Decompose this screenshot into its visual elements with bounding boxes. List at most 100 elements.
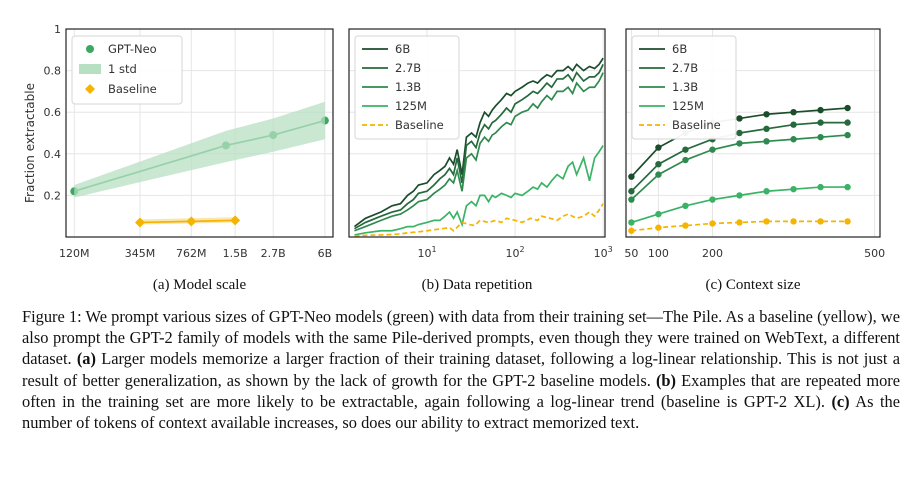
caption-text: Examples that are repeated more often in… (22, 370, 900, 411)
data-point (628, 173, 635, 180)
data-point (736, 140, 743, 147)
data-point (844, 131, 851, 139)
x-tick-base: 10 (417, 247, 431, 260)
data-point (628, 196, 635, 203)
data-point (682, 222, 689, 229)
legend-label: 2.7B (672, 61, 698, 75)
x-tick-base: 10 (594, 247, 608, 260)
x-tick-label: 500 (864, 247, 885, 260)
data-point (709, 146, 716, 153)
data-point (817, 106, 824, 114)
legend-label: 1 std (108, 62, 137, 76)
std-band (74, 101, 325, 198)
data-point (230, 215, 241, 226)
data-point (763, 125, 770, 133)
data-point (763, 138, 770, 145)
data-point (655, 224, 662, 231)
data-point (655, 144, 662, 151)
data-point (655, 161, 662, 168)
data-point (817, 218, 824, 225)
legend-marker (86, 45, 94, 53)
legend-marker (85, 84, 95, 94)
data-point (844, 119, 851, 126)
x-tick-label: 6B (318, 247, 333, 260)
figure-caption: Figure 1: We prompt various sizes of GPT… (22, 306, 900, 433)
x-tick-label: 101 (417, 245, 436, 260)
x-tick-base: 500 (864, 247, 885, 260)
x-tick-label: 100 (648, 247, 669, 260)
data-point (790, 185, 797, 193)
legend-box (631, 35, 737, 140)
x-tick-label: 2.7B (261, 247, 286, 260)
caption-text: Larger models memorize a larger fraction… (22, 349, 900, 390)
series-line-27b (354, 63, 604, 230)
caption-panel-ref: (a) (76, 349, 96, 369)
y-tick-label: 0.6 (44, 106, 62, 119)
x-tick-label: 120M (59, 247, 90, 260)
legend-swatch (79, 64, 101, 74)
data-point (817, 133, 824, 141)
caption-text: As the number of tokens of context avail… (22, 391, 900, 433)
x-tick-exponent: 3 (608, 245, 613, 254)
caption-panel-ref: (b) (655, 370, 676, 390)
series-line-baseline (354, 203, 604, 237)
data-point (628, 219, 635, 226)
data-point (628, 188, 635, 195)
data-point (790, 136, 797, 143)
data-point (655, 171, 662, 178)
plot-frame (348, 28, 606, 238)
legend-label: Baseline (672, 118, 721, 132)
data-point (844, 183, 851, 191)
data-point (682, 146, 689, 153)
data-point (790, 109, 797, 116)
legend-label: 2.7B (395, 61, 421, 75)
legend-label: 1.3B (395, 80, 421, 94)
x-tick-base: 50 (624, 247, 638, 260)
data-point (790, 218, 797, 225)
data-point (736, 115, 743, 122)
data-point (709, 220, 716, 227)
data-point (790, 121, 797, 128)
legend-label: GPT-Neo (108, 42, 157, 56)
x-tick-label: 345M (125, 247, 156, 260)
data-point (682, 202, 689, 209)
y-axis-label: Fraction extractable (23, 83, 37, 203)
x-tick-base: 100 (648, 247, 669, 260)
figure-charts: 0.2 0.4 0.6 0.8 1 Fraction extractable 120M 345… (23, 23, 885, 293)
x-tick-base: 10 (506, 247, 520, 260)
subplot-caption: (c) Context size (706, 277, 801, 293)
data-point (186, 216, 197, 227)
legend-label: 1.3B (672, 80, 698, 94)
chart-panel-1: 101 102 103(b) Data repetition6B2.7B1.3B12… (348, 28, 613, 293)
data-point (736, 192, 743, 199)
subplot-caption: (a) Model scale (153, 277, 247, 293)
x-tick-label: 762M (176, 247, 207, 260)
legend-label: 6B (395, 42, 410, 56)
legend-label: 125M (672, 99, 704, 113)
data-point (709, 196, 716, 203)
data-point (655, 210, 662, 218)
data-point (736, 129, 743, 137)
data-point (763, 111, 770, 118)
data-point (817, 183, 824, 191)
caption-panel-ref: (c) (831, 391, 850, 411)
legend-label: 6B (672, 42, 687, 56)
x-tick-label: 103 (594, 245, 613, 260)
legend-label: Baseline (108, 82, 157, 96)
caption-text: Figure 1: We prompt various sizes of GPT… (22, 307, 900, 369)
x-tick-exponent: 1 (431, 245, 436, 254)
subplot-caption: (b) Data repetition (422, 277, 533, 293)
y-tick-label: 1 (54, 23, 61, 36)
data-point (763, 218, 770, 225)
plot-frame (65, 28, 334, 238)
plot-frame (625, 28, 881, 238)
chart-panel-0: 0.2 0.4 0.6 0.8 1 Fraction extractable 120M 345… (23, 23, 334, 293)
x-tick-label: 200 (702, 247, 723, 260)
chart-panel-2: 50 100 200 500 (c) Context size 6B 2.7B 1.3B 125… (624, 28, 885, 293)
data-point (763, 188, 770, 195)
data-point (682, 156, 689, 164)
y-tick-label: 0.2 (44, 189, 62, 202)
series-line-125m (354, 145, 604, 236)
series-line-6b (353, 57, 604, 228)
data-point (844, 218, 851, 225)
